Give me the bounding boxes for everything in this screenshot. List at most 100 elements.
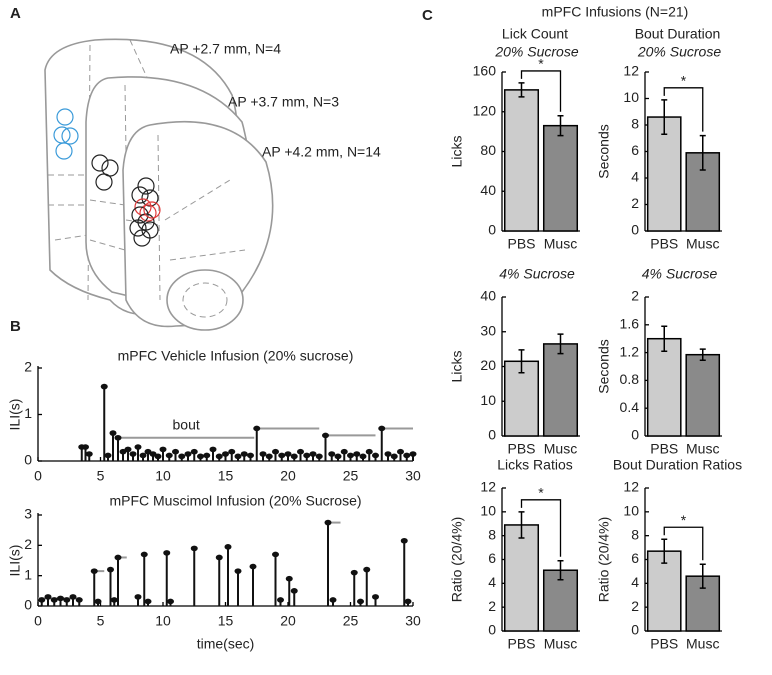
y-axis-label: Licks [449,351,465,383]
significance-label: * [681,73,687,89]
panel-title: mPFC Infusions (N=21) [542,4,689,20]
x-tick-label: 30 [405,613,421,629]
y-axis-label: Licks [449,136,465,168]
y-tick-label: 2 [631,195,639,211]
stem-marker [209,446,217,453]
stem-marker [85,451,93,457]
stem-marker [159,446,167,453]
y-tick-label: 3 [24,506,32,522]
y-axis-label: ILI(s) [7,545,23,577]
stem-marker [224,544,232,550]
y-tick-label: 6 [488,550,496,566]
stem-marker [167,598,174,605]
stem-marker [272,551,279,558]
stem-marker [285,575,293,582]
stem-marker [384,451,392,457]
stem-marker [172,448,179,455]
significance-label: * [681,512,687,528]
stem-marker [390,453,398,460]
significance-bracket [520,70,562,112]
stem-marker [129,451,137,457]
y-tick-label: 8 [631,526,639,542]
stem-marker [82,444,89,450]
y-tick-label: 0 [631,222,639,238]
bar [503,524,540,632]
significance-bracket [663,87,704,132]
bar [503,360,540,437]
y-tick-label: 30 [480,322,496,338]
stem-marker [144,598,152,605]
x-tick-label: 25 [343,613,359,629]
x-tick-label: Musc [686,441,719,457]
y-tick-label: 20 [480,357,496,373]
stem-marker [249,563,257,570]
stem-marker [50,597,58,603]
x-tick-label: PBS [650,441,678,457]
y-tick-label: 12 [623,479,639,495]
y-tick-label: 8 [488,526,496,542]
stem-marker [247,452,254,459]
stem-marker [222,451,229,457]
stem-marker [322,432,329,439]
error-bar [518,349,525,374]
stem-marker [284,451,292,457]
diagram-label: AP +4.2 mm, N=14 [262,144,381,160]
x-tick-label: Musc [544,236,577,252]
stem-marker [277,597,284,603]
stem-marker [404,598,412,605]
error-bar [661,538,668,564]
stem-marker [378,425,386,432]
stem-marker [57,595,64,602]
x-tick-label: PBS [650,636,678,652]
x-tick-label: PBS [507,441,535,457]
y-tick-label: 0.4 [620,399,640,415]
stem-marker [290,453,298,460]
y-tick-label: 0 [24,452,32,468]
y-tick-label: 2 [631,598,639,614]
error-bar [518,511,525,539]
stem-marker [403,452,411,459]
stem-marker [163,550,171,556]
stem-marker [178,453,186,460]
stem-marker [253,425,261,432]
panel-label: C [422,7,433,24]
stem-marker [340,448,348,455]
stem-marker [240,451,248,457]
x-tick-label: Musc [544,441,577,457]
x-tick-label: Musc [544,636,577,652]
error-bar [557,559,564,581]
chart-subtitle: 4% Sucrose [499,266,575,282]
chart-subtitle: 20% Sucrose [637,44,721,60]
stem-marker [140,551,148,558]
x-tick-label: 10 [155,613,171,629]
stem-marker [309,451,317,457]
y-tick-label: 0 [631,427,639,443]
stem-marker [124,446,132,453]
y-tick-label: 2 [488,598,496,614]
x-tick-label: 25 [343,468,359,484]
stem-marker [110,597,118,603]
stem-marker [139,452,147,459]
y-tick-label: 6 [631,550,639,566]
stem-marker [190,545,198,552]
chart-subtitle: 4% Sucrose [642,266,718,282]
stem-marker [315,453,323,460]
y-tick-label: 4 [631,574,639,590]
y-tick-label: 4 [488,574,496,590]
stem-marker [104,452,112,459]
error-bar [661,99,668,136]
stem-marker [154,453,162,460]
y-tick-label: 1.2 [620,343,640,359]
y-tick-label: 1.6 [620,316,640,332]
stem-marker [44,594,52,600]
stem-marker [357,598,364,605]
chart-title: Licks Ratios [497,457,572,473]
stem-marker [259,451,267,457]
stem-marker [215,554,223,561]
x-axis-label: time(sec) [197,636,255,652]
y-tick-label: 0.8 [620,371,640,387]
error-bar [699,348,706,361]
stem-marker [278,452,286,459]
diagram-label: AP +3.7 mm, N=3 [228,94,339,110]
stem-marker [265,453,273,460]
